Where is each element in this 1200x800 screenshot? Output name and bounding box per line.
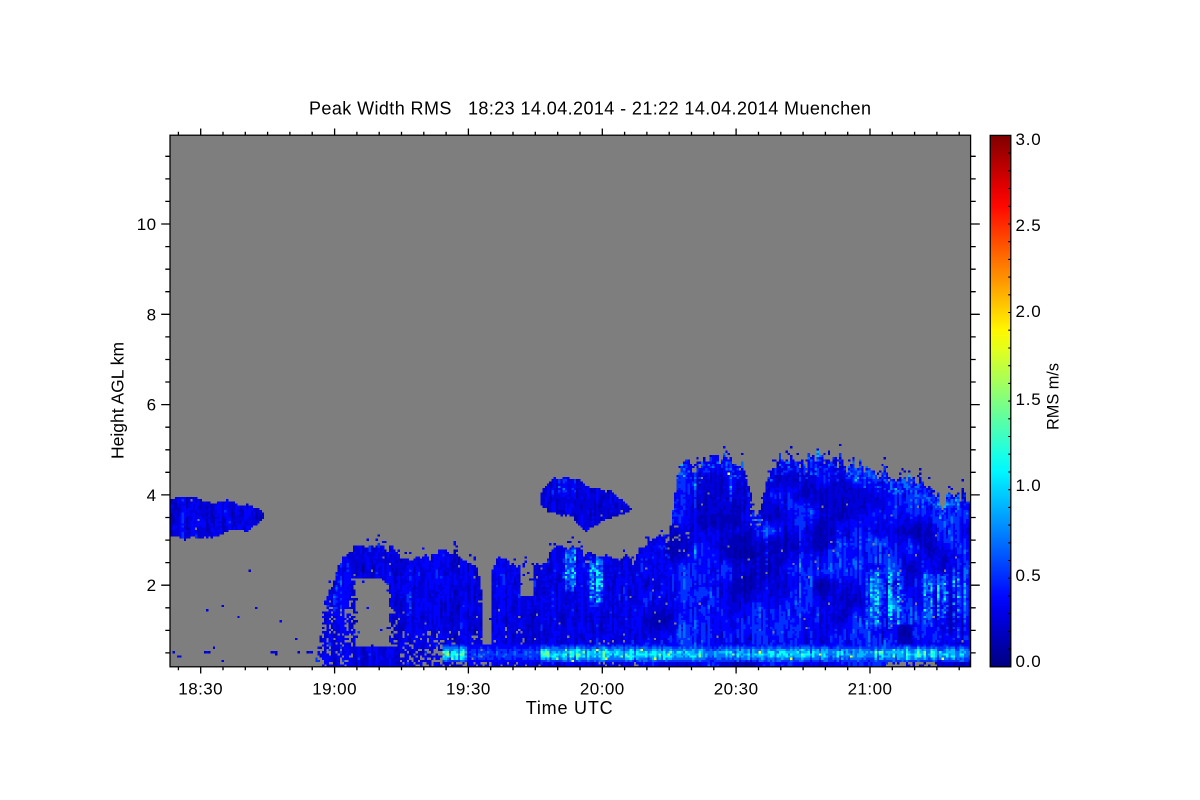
- svg-text:18:30: 18:30: [178, 680, 223, 699]
- svg-text:20:00: 20:00: [580, 680, 625, 699]
- svg-text:21:00: 21:00: [848, 680, 893, 699]
- svg-text:4: 4: [147, 486, 157, 505]
- svg-text:2: 2: [147, 576, 157, 595]
- svg-text:1.0: 1.0: [1016, 476, 1042, 495]
- svg-text:3.0: 3.0: [1016, 130, 1042, 149]
- svg-text:8: 8: [147, 305, 157, 324]
- svg-text:6: 6: [147, 396, 157, 415]
- svg-text:Height AGL km: Height AGL km: [108, 342, 128, 459]
- svg-text:19:30: 19:30: [446, 680, 491, 699]
- svg-text:Peak Width RMS 18:23 14.04.2: Peak Width RMS 18:23 14.04.2014 - 21:22 …: [309, 99, 871, 119]
- svg-text:20:30: 20:30: [714, 680, 759, 699]
- svg-text:2.5: 2.5: [1016, 216, 1042, 235]
- svg-text:0.0: 0.0: [1016, 652, 1042, 671]
- svg-text:RMS m/s: RMS m/s: [1045, 363, 1063, 430]
- svg-text:2.0: 2.0: [1016, 302, 1042, 321]
- svg-text:19:00: 19:00: [312, 680, 357, 699]
- svg-text:0.5: 0.5: [1016, 566, 1042, 585]
- svg-text:Time UTC: Time UTC: [526, 698, 614, 718]
- svg-text:1.5: 1.5: [1016, 390, 1042, 409]
- svg-text:10: 10: [137, 215, 157, 234]
